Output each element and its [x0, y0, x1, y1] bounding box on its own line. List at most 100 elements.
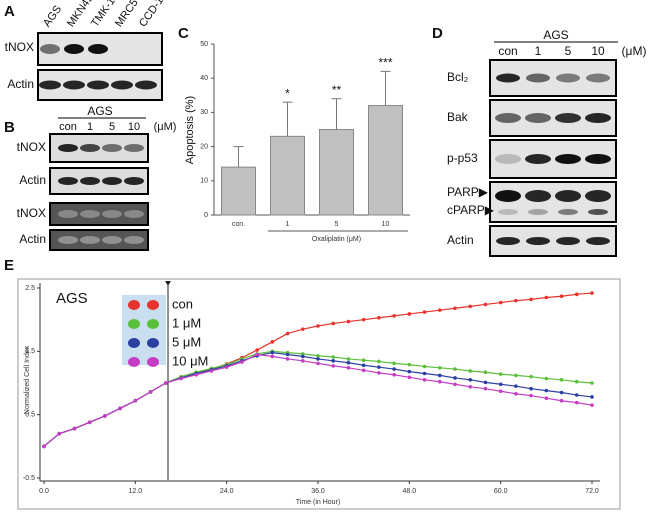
x-tick-label: 1 — [286, 221, 290, 228]
data-point — [483, 380, 488, 385]
data-point — [285, 331, 290, 336]
blot-band — [556, 73, 580, 83]
blot-band — [80, 210, 100, 218]
data-point — [331, 359, 336, 363]
blot-band — [102, 144, 122, 152]
blot-band — [525, 190, 551, 202]
lane-label: MRC5 — [113, 0, 141, 29]
data-point — [529, 297, 533, 302]
y-tick-label: 10 — [200, 178, 208, 185]
row-label: p-p53 — [447, 151, 478, 165]
lane-label: 10 — [591, 44, 605, 58]
row-label: Actin — [7, 77, 34, 91]
data-point — [574, 393, 579, 397]
unit-label: (μM) — [154, 121, 177, 133]
data-point — [316, 361, 320, 366]
blot-band — [111, 80, 133, 90]
blot-band — [526, 73, 550, 83]
data-point — [453, 306, 457, 311]
data-point — [361, 363, 366, 368]
data-point — [437, 373, 442, 378]
data-point — [514, 373, 518, 378]
data-point — [300, 354, 305, 359]
blot-band — [555, 190, 581, 202]
data-point — [483, 370, 488, 375]
lane-label: 1 — [87, 121, 93, 133]
data-point — [544, 295, 549, 300]
data-point — [574, 292, 579, 297]
data-point — [453, 382, 457, 387]
blot-band — [80, 177, 100, 185]
x-tick-label: 10 — [382, 221, 390, 228]
data-point — [407, 312, 412, 316]
bar — [221, 166, 256, 216]
data-point — [407, 369, 412, 374]
blot-band — [586, 73, 610, 83]
data-point — [377, 315, 381, 320]
panel-label: E — [4, 257, 14, 274]
data-point — [514, 391, 518, 396]
data-point — [346, 319, 351, 324]
lane-label: TMK-1 — [89, 0, 118, 29]
blot-band — [80, 236, 100, 244]
data-point — [377, 371, 381, 375]
data-point — [392, 372, 396, 377]
bar — [368, 105, 403, 216]
data-point — [590, 291, 594, 295]
data-point — [331, 355, 336, 359]
legend-label: 10 μM — [172, 353, 208, 368]
y-tick-label: 0 — [204, 212, 208, 219]
data-point — [361, 358, 366, 363]
lane-label: con — [59, 121, 77, 133]
data-point — [529, 393, 533, 398]
data-point — [300, 359, 305, 363]
data-point — [42, 444, 46, 449]
data-point — [118, 406, 122, 411]
data-point — [590, 381, 594, 385]
data-point — [331, 321, 336, 326]
blot-band — [496, 237, 520, 245]
series-line — [43, 350, 593, 447]
data-point — [437, 379, 442, 384]
data-point — [407, 362, 412, 367]
row-label: cPARP▶ — [447, 203, 495, 217]
series-line — [43, 353, 593, 447]
x-tick-label: 48.0 — [403, 488, 417, 495]
data-point — [544, 388, 549, 393]
legend-swatch — [147, 338, 159, 348]
y-tick-label: 20 — [200, 143, 208, 150]
x-tick-label: 36.0 — [311, 488, 325, 495]
data-point — [559, 398, 564, 403]
row-label: Actin — [447, 233, 474, 247]
data-point — [255, 352, 259, 357]
row-label: tNOX — [17, 140, 46, 154]
significance: ** — [332, 83, 342, 97]
blot-band — [63, 80, 85, 90]
legend-swatch — [147, 319, 159, 329]
data-point — [574, 379, 579, 384]
data-point — [209, 369, 214, 373]
blot-band — [526, 237, 550, 245]
data-point — [346, 360, 351, 365]
blot-band — [525, 113, 551, 123]
blot-band — [88, 44, 108, 54]
blot-band — [525, 154, 551, 164]
data-point — [574, 400, 579, 405]
legend-swatch — [128, 357, 140, 367]
blot-box — [49, 229, 149, 251]
data-point — [468, 369, 473, 373]
blot-band — [124, 177, 144, 185]
data-point — [285, 352, 290, 357]
blot-band — [585, 113, 611, 123]
group-label: AGS — [87, 104, 112, 118]
blot-band — [135, 80, 157, 90]
data-point — [483, 386, 488, 391]
x-axis-label: Time (in Hour) — [296, 499, 340, 506]
data-point — [316, 357, 320, 361]
blot-band — [585, 190, 611, 202]
data-point — [544, 396, 549, 401]
y-tick-label: 2.5 — [25, 285, 35, 292]
x-tick-label: 24.0 — [220, 488, 234, 495]
data-point — [148, 390, 153, 394]
row-label: tNOX — [5, 40, 34, 54]
